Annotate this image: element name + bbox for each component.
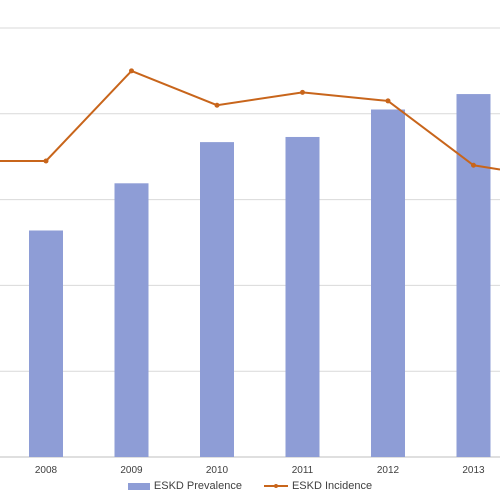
- legend-label-prevalence: ESKD Prevalence: [153, 480, 242, 492]
- incidence-point-2010: [214, 102, 220, 108]
- legend: ESKD Prevalence ESKD Incidence: [0, 477, 500, 495]
- bar-2010: [200, 142, 234, 457]
- x-tick-label: 2010: [206, 465, 229, 476]
- legend-item-prevalence: ESKD Prevalence: [127, 480, 242, 492]
- legend-swatch-incidence: [263, 481, 288, 491]
- legend-item-incidence: ESKD Incidence: [263, 480, 373, 492]
- bar-2012: [371, 109, 405, 457]
- x-tick-label: 2012: [377, 465, 400, 476]
- gridlines: [0, 27, 500, 458]
- x-tick-label: 2009: [120, 465, 143, 476]
- incidence-point-2012: [385, 98, 391, 104]
- incidence-point-2009: [129, 68, 134, 74]
- incidence-point-2011: [300, 89, 305, 95]
- x-tick-label: 2008: [35, 465, 58, 476]
- x-tick-label: 2013: [462, 465, 485, 476]
- bar-2011: [285, 136, 320, 457]
- bar-series: [29, 94, 491, 457]
- line-series: [0, 68, 500, 171]
- bar-2009: [114, 183, 149, 457]
- incidence-point-2008: [43, 158, 49, 164]
- x-tick-label: 2011: [292, 465, 314, 476]
- incidence-line: [0, 69, 500, 171]
- legend-swatch-prevalence: [127, 482, 150, 490]
- legend-label-incidence: ESKD Incidence: [291, 480, 373, 492]
- bar-2008: [29, 230, 63, 457]
- incidence-point-2013: [471, 162, 476, 168]
- bar-2013: [456, 94, 491, 457]
- x-tick-labels: 2008 2009 2010 2011 2012 2013: [35, 465, 485, 476]
